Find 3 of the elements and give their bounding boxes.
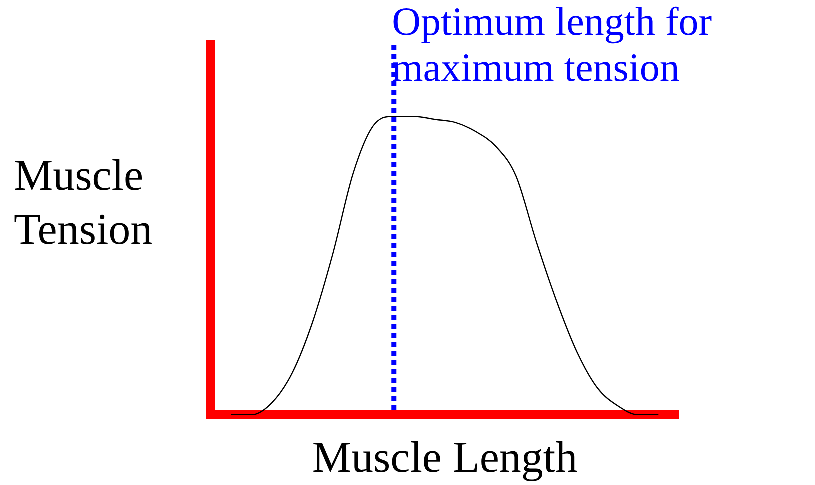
text: Optimum length for maximum tension bbox=[392, 0, 712, 90]
x-axis-title: Muscle Length bbox=[312, 433, 578, 482]
y-axis-title: Muscle Tension bbox=[14, 151, 153, 254]
